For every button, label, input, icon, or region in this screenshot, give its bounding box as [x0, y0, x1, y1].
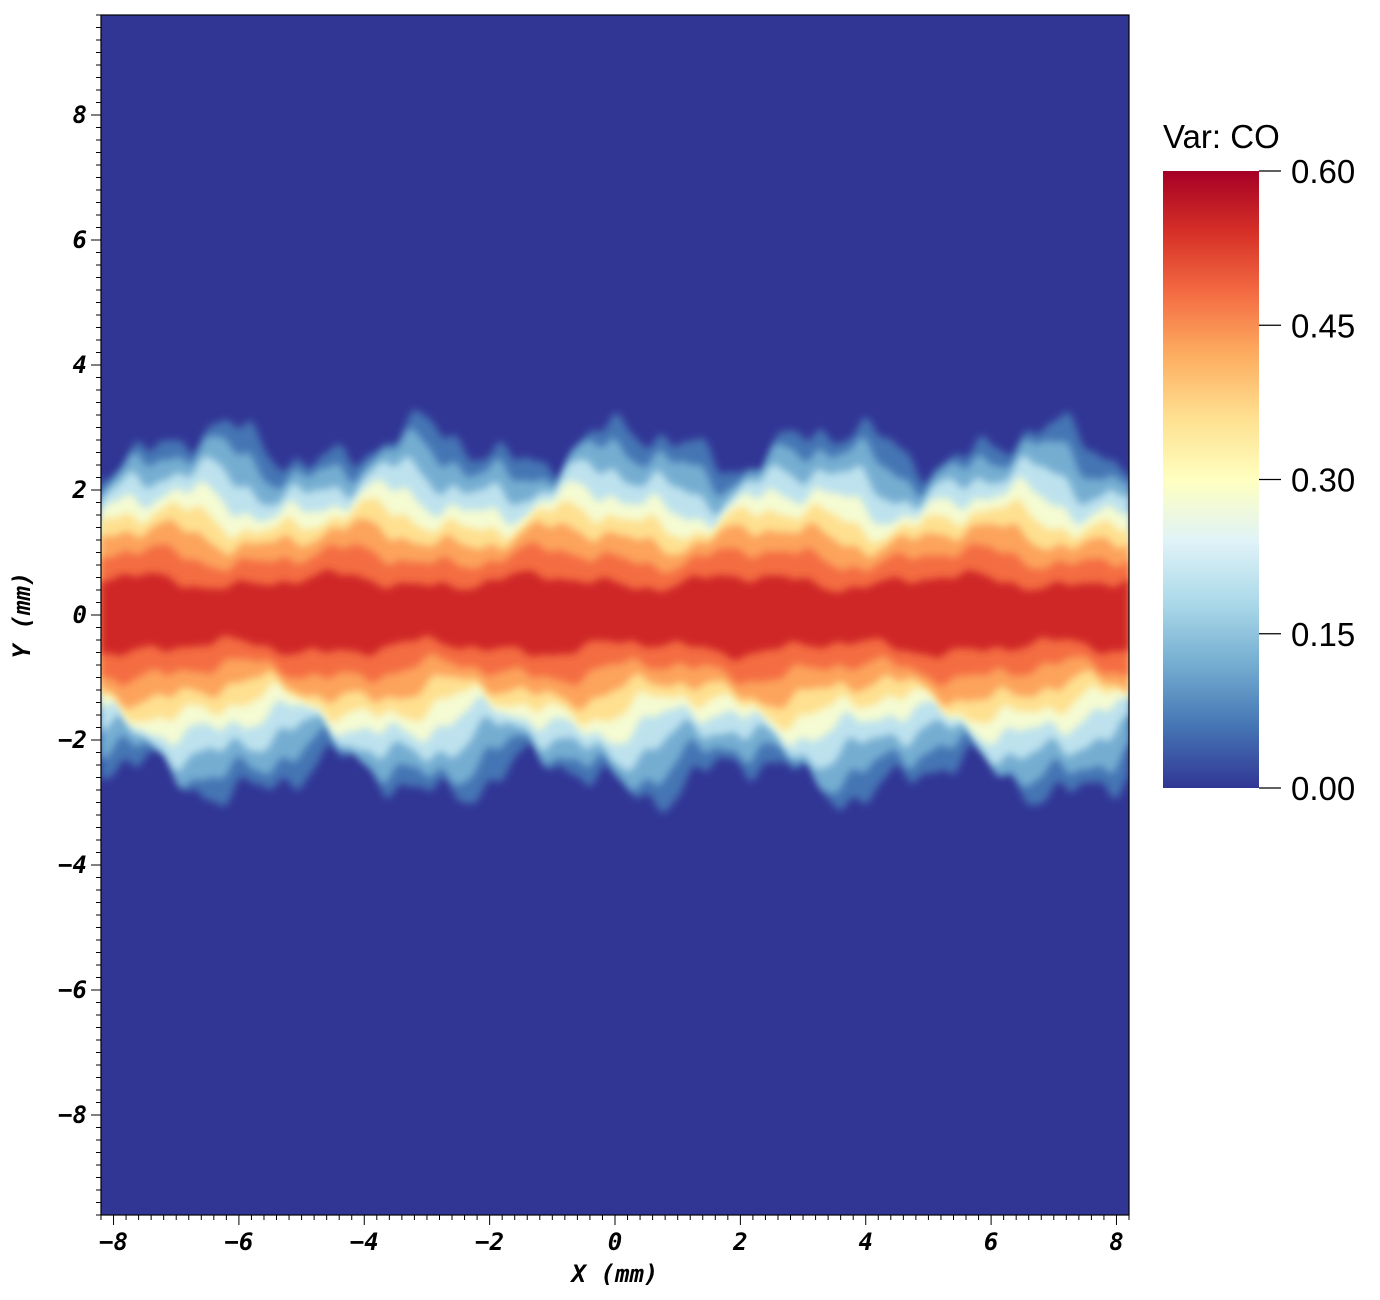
- plot-area: [100, 14, 1130, 1216]
- x-tick-label: −8: [99, 1228, 128, 1256]
- x-tick-label: 0: [608, 1228, 622, 1256]
- y-tick-label: −4: [58, 851, 87, 879]
- y-tick-label: −8: [58, 1101, 87, 1129]
- colorbar-title: Var: CO: [1163, 118, 1280, 155]
- x-axis: −8 −6 −4 −2 0 2 4 6 8: [99, 1215, 1130, 1256]
- colorbar: Var: CO 0.60 0.45 0.30 0.15 0.00: [1163, 118, 1355, 807]
- co-field-layers: [101, 409, 1129, 813]
- y-tick-label: −2: [58, 726, 87, 754]
- x-tick-label: 4: [859, 1228, 873, 1256]
- x-tick-label: 8: [1109, 1228, 1123, 1256]
- colorbar-tick-label: 0.00: [1291, 770, 1355, 807]
- y-tick-label: 6: [73, 226, 87, 254]
- x-tick-label: −6: [224, 1228, 253, 1256]
- y-axis: 8 6 4 2 0 −2 −4 −6 −8: [58, 14, 101, 1216]
- colorbar-tick-label: 0.60: [1291, 153, 1355, 190]
- x-tick-label: 6: [984, 1228, 998, 1256]
- colorbar-ticks: 0.60 0.45 0.30 0.15 0.00: [1259, 153, 1355, 807]
- colorbar-tick-label: 0.45: [1291, 307, 1355, 344]
- y-axis-label: Y (mm): [8, 572, 36, 659]
- x-tick-label: 2: [732, 1228, 747, 1256]
- field-level-7: [101, 569, 1129, 661]
- x-axis-label: X (mm): [570, 1260, 659, 1288]
- y-tick-label: 8: [73, 101, 87, 129]
- x-tick-label: −4: [350, 1228, 379, 1256]
- y-tick-label: −6: [58, 976, 87, 1004]
- colorbar-tick-label: 0.15: [1291, 616, 1355, 653]
- y-tick-label: 0: [73, 601, 87, 629]
- x-tick-label: −2: [475, 1228, 504, 1256]
- colorbar-bar: [1163, 171, 1259, 788]
- colorbar-tick-label: 0.30: [1291, 462, 1355, 499]
- y-tick-label: 2: [72, 476, 87, 504]
- y-tick-label: 4: [73, 351, 87, 379]
